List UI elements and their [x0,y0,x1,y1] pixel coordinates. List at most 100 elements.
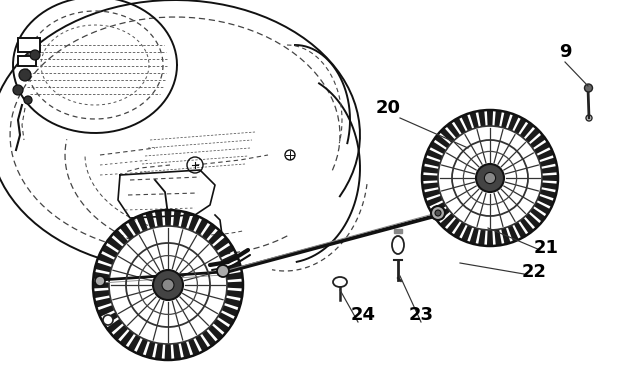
Polygon shape [107,319,123,333]
Polygon shape [487,110,493,126]
Polygon shape [539,157,556,167]
Polygon shape [446,122,460,138]
Circle shape [435,210,441,216]
Polygon shape [478,229,485,246]
Polygon shape [173,343,181,360]
Polygon shape [461,225,472,242]
Polygon shape [165,210,171,226]
Polygon shape [213,319,229,333]
Polygon shape [112,230,128,245]
Circle shape [484,172,495,184]
Polygon shape [173,210,181,227]
Polygon shape [145,341,155,358]
Polygon shape [101,244,118,258]
Circle shape [217,265,229,277]
Polygon shape [145,212,155,229]
Polygon shape [94,290,110,298]
Polygon shape [514,222,527,238]
Text: 9: 9 [559,43,571,61]
Circle shape [431,206,445,220]
Polygon shape [213,237,229,251]
Circle shape [13,85,23,95]
Polygon shape [165,344,171,360]
Polygon shape [542,175,558,181]
Polygon shape [541,166,558,173]
Circle shape [30,50,40,60]
Polygon shape [520,122,534,138]
Polygon shape [530,208,546,222]
Polygon shape [501,112,511,128]
Ellipse shape [333,277,347,287]
Polygon shape [127,335,141,351]
Polygon shape [525,213,540,228]
Circle shape [109,226,227,344]
Polygon shape [422,183,439,190]
Polygon shape [136,338,148,356]
Polygon shape [97,253,114,265]
Polygon shape [97,305,114,317]
Polygon shape [520,218,534,234]
Polygon shape [537,196,554,207]
Polygon shape [95,298,112,308]
Polygon shape [208,325,224,340]
Polygon shape [136,214,148,231]
Ellipse shape [392,236,404,254]
Polygon shape [195,219,208,235]
Polygon shape [93,282,109,288]
Polygon shape [422,175,438,181]
Polygon shape [423,189,440,199]
Polygon shape [120,330,134,346]
Polygon shape [155,343,163,360]
Polygon shape [188,214,200,231]
Polygon shape [534,202,550,215]
Polygon shape [478,110,485,127]
Polygon shape [453,222,466,238]
Circle shape [24,96,32,104]
Polygon shape [222,253,239,265]
FancyBboxPatch shape [18,38,40,52]
Polygon shape [208,230,224,245]
Circle shape [19,69,31,81]
Polygon shape [94,272,110,280]
Circle shape [476,164,504,192]
Polygon shape [461,114,472,131]
Polygon shape [227,282,243,288]
Polygon shape [469,112,479,128]
Polygon shape [202,330,216,346]
Polygon shape [426,196,443,207]
Text: 24: 24 [350,306,376,324]
Polygon shape [469,228,479,244]
Text: 20: 20 [376,99,401,117]
Polygon shape [537,149,554,160]
Polygon shape [541,183,558,190]
Text: 23: 23 [408,306,433,324]
Text: 22: 22 [521,263,546,281]
Circle shape [162,279,174,291]
Polygon shape [127,219,141,235]
Polygon shape [423,157,440,167]
Polygon shape [430,202,447,215]
Polygon shape [224,262,241,272]
Polygon shape [155,210,163,227]
Polygon shape [434,208,450,222]
Polygon shape [539,189,556,199]
Circle shape [153,270,183,300]
Polygon shape [224,298,241,308]
Polygon shape [453,118,466,134]
Polygon shape [514,118,527,134]
Polygon shape [434,134,450,148]
Polygon shape [501,228,511,244]
Polygon shape [218,244,235,258]
Polygon shape [507,114,519,131]
Polygon shape [440,128,455,143]
Polygon shape [494,229,502,246]
Text: 21: 21 [534,239,558,257]
Polygon shape [181,341,191,358]
Polygon shape [525,128,540,143]
Polygon shape [426,149,443,160]
Polygon shape [394,229,402,233]
Polygon shape [494,110,502,127]
Polygon shape [534,141,550,154]
Circle shape [285,150,295,160]
Polygon shape [195,335,208,351]
